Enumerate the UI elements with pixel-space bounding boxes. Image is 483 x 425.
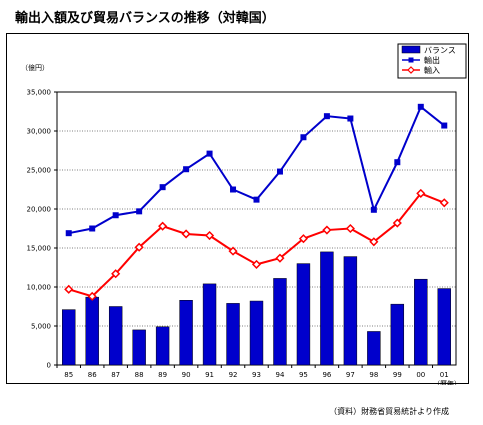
point-exports-85 [65,230,72,237]
point-exports-95 [300,134,307,141]
bar-balance-89 [155,326,170,366]
point-exports-99 [394,159,401,166]
point-exports-87 [112,212,119,219]
x-tick-label: 98 [369,371,378,379]
point-exports-90 [183,166,190,173]
point-imports-97 [345,223,355,234]
point-exports-00 [417,103,424,110]
y-tick-label: 35,000 [27,89,52,97]
point-imports-95 [298,234,309,244]
point-imports-90 [181,229,191,239]
bar-balance-85 [62,309,76,366]
point-imports-93 [251,259,262,269]
point-imports-01 [439,198,449,208]
chart-frame: 0 5,000 10,000 15,000 20,000 25,000 30,000 35,0… [6,33,469,385]
y-tick-label: 30,000 [27,128,52,136]
x-tick-label: 89 [158,371,167,379]
y-unit-label: （億円） [21,63,49,72]
y-tick-label: 0 [47,362,51,370]
bar-balance-01 [437,288,451,366]
point-exports-86 [89,225,96,232]
y-tick-label: 5,000 [31,323,51,331]
point-exports-89 [159,184,166,191]
x-tick-label: 94 [276,371,285,379]
x-tick-label: 91 [205,371,214,379]
bar-balance-88 [132,329,146,366]
legend-marker-exports [408,57,414,63]
x-tick-label: 97 [346,371,355,379]
bar-balance-87 [108,306,123,366]
y-tick-label: 10,000 [27,284,52,292]
legend-label: バランス [424,46,456,55]
legend-label: 輸出 [424,55,440,65]
x-tick-label: 90 [182,371,191,379]
point-exports-88 [136,208,143,215]
legend-label: 輸入 [424,65,440,75]
x-tick-label: 96 [322,371,331,379]
point-imports-88 [134,242,144,252]
bar-balance-93 [249,300,264,366]
point-imports-85 [64,284,74,294]
point-imports-89 [158,221,168,231]
x-tick-label: 01 [440,371,449,379]
point-imports-99 [392,218,402,228]
page-title: 輸出入額及び貿易バランスの推移（対韓国） [15,11,275,26]
bar-balance-95 [296,263,311,366]
source-note: （資料）財務省貿易統計より作成 [329,407,449,416]
point-imports-98 [369,237,379,247]
bar-balance-92 [226,303,240,366]
point-exports-94 [276,168,283,175]
legend-swatch-balance [401,45,421,54]
point-exports-92 [230,186,237,193]
bar-balance-00 [414,278,428,366]
x-tick-label: 95 [299,371,308,379]
point-imports-91 [204,230,215,241]
bar-balance-86 [85,296,99,366]
chart: 0 5,000 10,000 15,000 20,000 25,000 30,000 35,0… [21,43,467,385]
point-exports-01 [441,122,448,129]
bar-balance-97 [343,256,358,366]
bar-balance-98 [367,331,381,366]
x-tick-label: 87 [111,371,120,379]
point-imports-86 [87,291,97,301]
point-exports-91 [206,150,213,157]
legend-marker-imports [407,66,415,74]
point-imports-94 [275,253,285,263]
x-tick-label: 86 [88,371,97,379]
x-tick-label: 93 [252,371,261,379]
point-imports-96 [322,225,332,235]
x-tick-label: 99 [393,371,402,379]
x-tick-label: 88 [135,371,144,379]
bar-balance-91 [202,283,217,366]
point-exports-96 [323,113,330,120]
x-tick-label: 85 [64,371,73,379]
point-exports-93 [253,196,260,203]
point-imports-92 [228,246,238,256]
bar-balance-90 [179,300,193,366]
x-tick-label: 92 [229,371,238,379]
bar-balance-94 [273,278,287,366]
x-unit-label: （暦年） [433,379,461,385]
point-exports-98 [370,206,377,213]
y-tick-label: 15,000 [27,245,52,253]
y-tick-label: 25,000 [27,167,52,175]
point-imports-87 [111,269,121,279]
point-exports-97 [347,115,354,122]
bar-balance-96 [320,251,334,366]
x-tick-label: 00 [416,371,425,379]
y-tick-label: 20,000 [27,206,52,214]
point-imports-00 [416,188,426,198]
bar-balance-99 [390,303,405,366]
